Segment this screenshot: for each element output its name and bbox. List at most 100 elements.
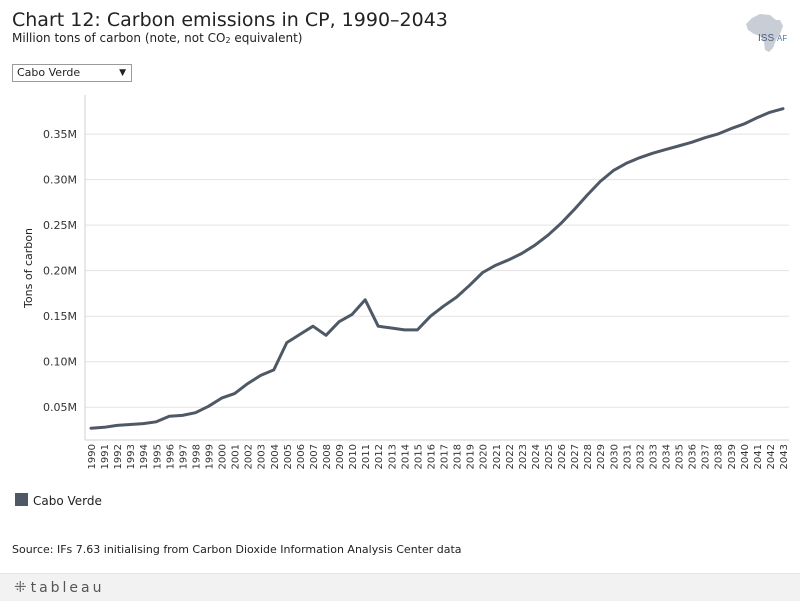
- data-point[interactable]: 2001: 0.065: [231, 390, 239, 398]
- data-point[interactable]: 2039: 0.356: [727, 125, 735, 133]
- x-tick-label: 2007: [309, 444, 320, 469]
- data-point[interactable]: 2037: 0.346: [701, 134, 709, 142]
- data-point[interactable]: 2005: 0.121: [283, 339, 291, 347]
- data-point[interactable]: 1997: 0.041: [178, 411, 186, 419]
- data-point[interactable]: 2011: 0.168: [361, 296, 369, 304]
- x-tick-label: 2024: [531, 444, 542, 469]
- y-tick-label: 0.35M: [43, 128, 77, 141]
- legend[interactable]: Cabo Verde: [15, 493, 102, 508]
- data-point[interactable]: 2010: 0.152: [348, 310, 356, 318]
- data-point[interactable]: 2019: 0.184: [466, 281, 474, 289]
- x-tick-label: 2005: [283, 444, 294, 469]
- data-point[interactable]: 2030: 0.31: [609, 167, 617, 175]
- tableau-logo-icon: ⁜: [14, 578, 27, 596]
- x-tick-label: 2030: [609, 444, 620, 469]
- data-point[interactable]: 2023: 0.219: [518, 249, 526, 257]
- data-point[interactable]: 2035: 0.337: [675, 142, 683, 150]
- data-point[interactable]: 2017: 0.161: [440, 302, 448, 310]
- legend-swatch: [15, 493, 28, 506]
- caret-down-icon[interactable]: ▼: [119, 68, 126, 78]
- data-point[interactable]: 2028: 0.283: [583, 191, 591, 199]
- data-point[interactable]: 2021: 0.206: [492, 261, 500, 269]
- data-point[interactable]: 2007: 0.139: [309, 322, 317, 330]
- x-tick-label: 2001: [231, 444, 242, 469]
- data-point[interactable]: 1999: 0.051: [205, 402, 213, 410]
- x-tick-label: 2020: [479, 444, 490, 469]
- data-point[interactable]: 2043: 0.378: [779, 105, 787, 113]
- chart-subtitle: Million tons of carbon (note, not CO2 eq…: [12, 31, 303, 45]
- y-tick-label: 0.30M: [43, 174, 77, 187]
- data-point[interactable]: 1992: 0.03: [113, 421, 121, 429]
- x-tick-label: 2011: [361, 444, 372, 469]
- y-tick-labels: 0.05M 0.10M 0.15M 0.20M 0.25M 0.30M 0.35M: [43, 128, 77, 414]
- x-tick-label: 2037: [701, 444, 712, 469]
- data-point[interactable]: 2033: 0.329: [648, 149, 656, 157]
- data-point[interactable]: 2018: 0.171: [453, 293, 461, 301]
- data-point[interactable]: 2038: 0.35: [714, 130, 722, 138]
- data-point[interactable]: 2036: 0.341: [688, 138, 696, 146]
- x-tick-label: 2026: [557, 444, 568, 469]
- data-point[interactable]: 1991: 0.028: [100, 423, 108, 431]
- data-point[interactable]: 2025: 0.239: [544, 231, 552, 239]
- data-point[interactable]: 1998: 0.044: [191, 409, 199, 417]
- data-point[interactable]: 2022: 0.212: [505, 256, 513, 264]
- data-point[interactable]: 2024: 0.228: [531, 241, 539, 249]
- data-point[interactable]: 1995: 0.034: [152, 418, 160, 426]
- x-tick-label: 1997: [178, 444, 189, 469]
- data-point[interactable]: 2006: 0.13: [296, 330, 304, 338]
- x-tick-label: 1991: [100, 444, 111, 469]
- x-tick-label: 2031: [622, 444, 633, 469]
- data-point[interactable]: 1994: 0.032: [139, 420, 147, 428]
- data-point[interactable]: 2013: 0.137: [387, 324, 395, 332]
- data-point[interactable]: 2012: 0.139: [374, 322, 382, 330]
- data-point[interactable]: 2003: 0.085: [257, 371, 265, 379]
- x-tick-label: 2009: [335, 444, 346, 469]
- data-point[interactable]: 2020: 0.198: [479, 269, 487, 277]
- data-point[interactable]: 2009: 0.144: [335, 318, 343, 326]
- data-point[interactable]: 1990: 0.027: [87, 424, 95, 432]
- x-tick-label: 2033: [648, 444, 659, 469]
- data-point[interactable]: 2004: 0.091: [270, 366, 278, 374]
- data-point[interactable]: 2031: 0.318: [622, 159, 630, 167]
- gridlines: [85, 133, 789, 408]
- x-tick-label: 1998: [191, 444, 202, 469]
- x-tick-label: 2042: [766, 444, 777, 469]
- x-tick-label: 2019: [466, 444, 477, 469]
- x-tick-label: 2015: [413, 444, 424, 469]
- filter-selected-value: Cabo Verde: [17, 66, 81, 79]
- data-point[interactable]: 2015: 0.135: [413, 326, 421, 334]
- country-filter-dropdown[interactable]: Cabo Verde ▼: [12, 64, 132, 82]
- data-point[interactable]: 2008: 0.129: [322, 331, 330, 339]
- data-point[interactable]: 2000: 0.06: [218, 394, 226, 402]
- x-tick-label: 2035: [675, 444, 686, 469]
- x-tick-label: 1994: [139, 444, 150, 469]
- data-point[interactable]: 2034: 0.333: [661, 146, 669, 154]
- x-tick-label: 2014: [400, 444, 411, 469]
- footer-bar: ⁜ tableau: [0, 573, 800, 601]
- data-point[interactable]: 2016: 0.15: [426, 312, 434, 320]
- data-point[interactable]: 2014: 0.135: [400, 326, 408, 334]
- y-tick-label: 0.15M: [43, 310, 77, 323]
- africa-map-icon: [746, 14, 783, 52]
- x-tick-label: 2027: [570, 444, 581, 469]
- data-point[interactable]: 2026: 0.252: [557, 219, 565, 227]
- data-point[interactable]: 2041: 0.368: [753, 114, 761, 122]
- x-tick-label: 2032: [635, 444, 646, 469]
- tableau-brand[interactable]: ⁜ tableau: [14, 578, 105, 596]
- x-tick-label: 2010: [348, 444, 359, 469]
- x-tick-label: 2043: [779, 444, 790, 469]
- x-tick-label: 2013: [387, 444, 398, 469]
- data-point[interactable]: 2029: 0.298: [596, 177, 604, 185]
- data-point[interactable]: 2040: 0.361: [740, 120, 748, 128]
- data-point[interactable]: 1993: 0.031: [126, 421, 134, 429]
- data-point[interactable]: 2042: 0.374: [766, 108, 774, 116]
- data-point[interactable]: 2027: 0.267: [570, 206, 578, 214]
- data-point[interactable]: 1996: 0.04: [165, 412, 173, 420]
- x-tick-label: 1990: [87, 444, 98, 469]
- series-line-cabo-verde[interactable]: [89, 107, 785, 430]
- data-point[interactable]: 2032: 0.324: [635, 154, 643, 162]
- data-point[interactable]: 2002: 0.076: [244, 380, 252, 388]
- subscript-2: 2: [225, 36, 231, 45]
- y-tick-label: 0.10M: [43, 356, 77, 369]
- x-tick-label: 1995: [152, 444, 163, 469]
